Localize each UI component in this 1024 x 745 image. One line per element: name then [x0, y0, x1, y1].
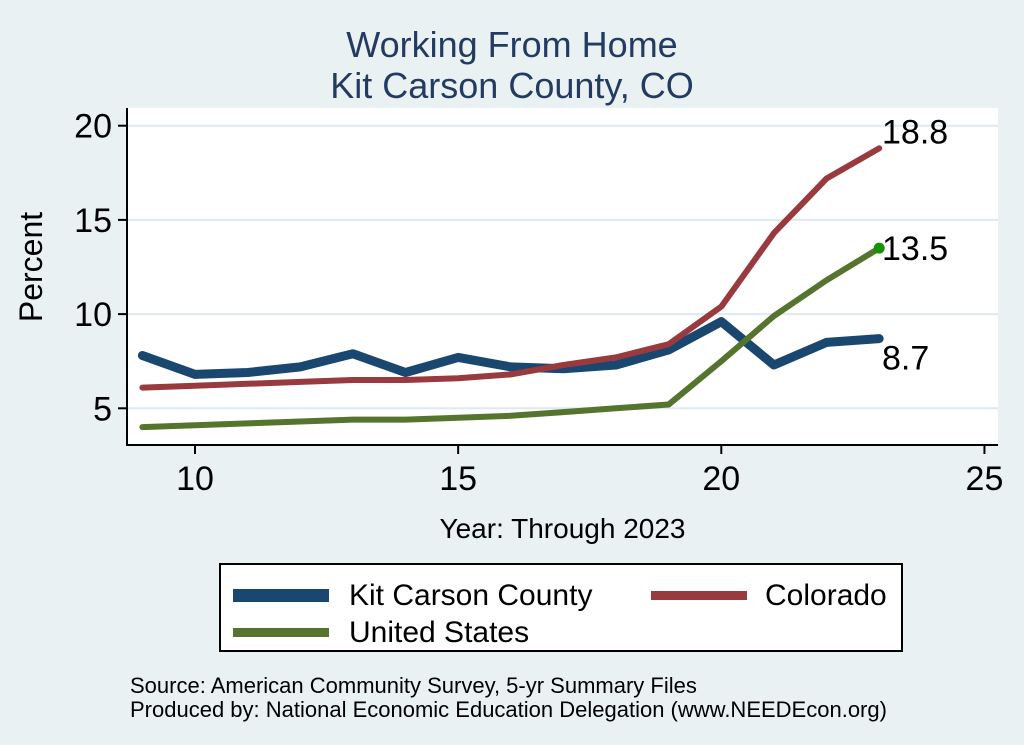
chart-title-line1: Working From Home [346, 24, 678, 65]
end-value-label-colorado: 18.8 [882, 113, 948, 151]
series-line-colorado [139, 145, 883, 391]
legend-swatch-colorado [651, 591, 747, 600]
legend-swatch-kit-carson-county [233, 589, 329, 602]
y-tick-label: 20 [74, 108, 112, 146]
x-tick-label: 20 [702, 460, 740, 498]
legend-label-kit-carson-county: Kit Carson County [349, 579, 593, 612]
y-axis-title: Percent [13, 212, 49, 322]
series-line-kit-carson-county [137, 317, 884, 379]
source-line: Source: American Community Survey, 5-yr … [130, 673, 697, 698]
chart-title-line2: Kit Carson County, CO [330, 65, 694, 106]
series-line-united-states [139, 245, 883, 431]
legend-swatch-united-states [233, 628, 329, 637]
x-tick-label: 10 [176, 460, 214, 498]
source-note: Source: American Community Survey, 5-yr … [130, 674, 887, 722]
x-axis-title: Year: Through 2023 [440, 513, 686, 544]
x-tick-label: 25 [966, 460, 1004, 498]
legend-label-united-states: United States [349, 616, 530, 649]
end-value-label-kit-carson-county: 8.7 [882, 340, 929, 378]
producer-line: Produced by: National Economic Education… [130, 697, 887, 722]
end-value-label-united-states: 13.5 [882, 230, 948, 268]
x-tick-label: 15 [439, 460, 477, 498]
chart-title: Working From Home Kit Carson County, CO [0, 24, 1024, 106]
y-tick-label: 10 [74, 296, 112, 334]
series-end-marker-united-states [873, 242, 885, 254]
y-tick-label: 15 [74, 202, 112, 240]
legend: Kit Carson County Colorado United States [219, 563, 903, 652]
legend-label-colorado: Colorado [765, 579, 887, 612]
y-tick-label: 5 [93, 390, 112, 428]
